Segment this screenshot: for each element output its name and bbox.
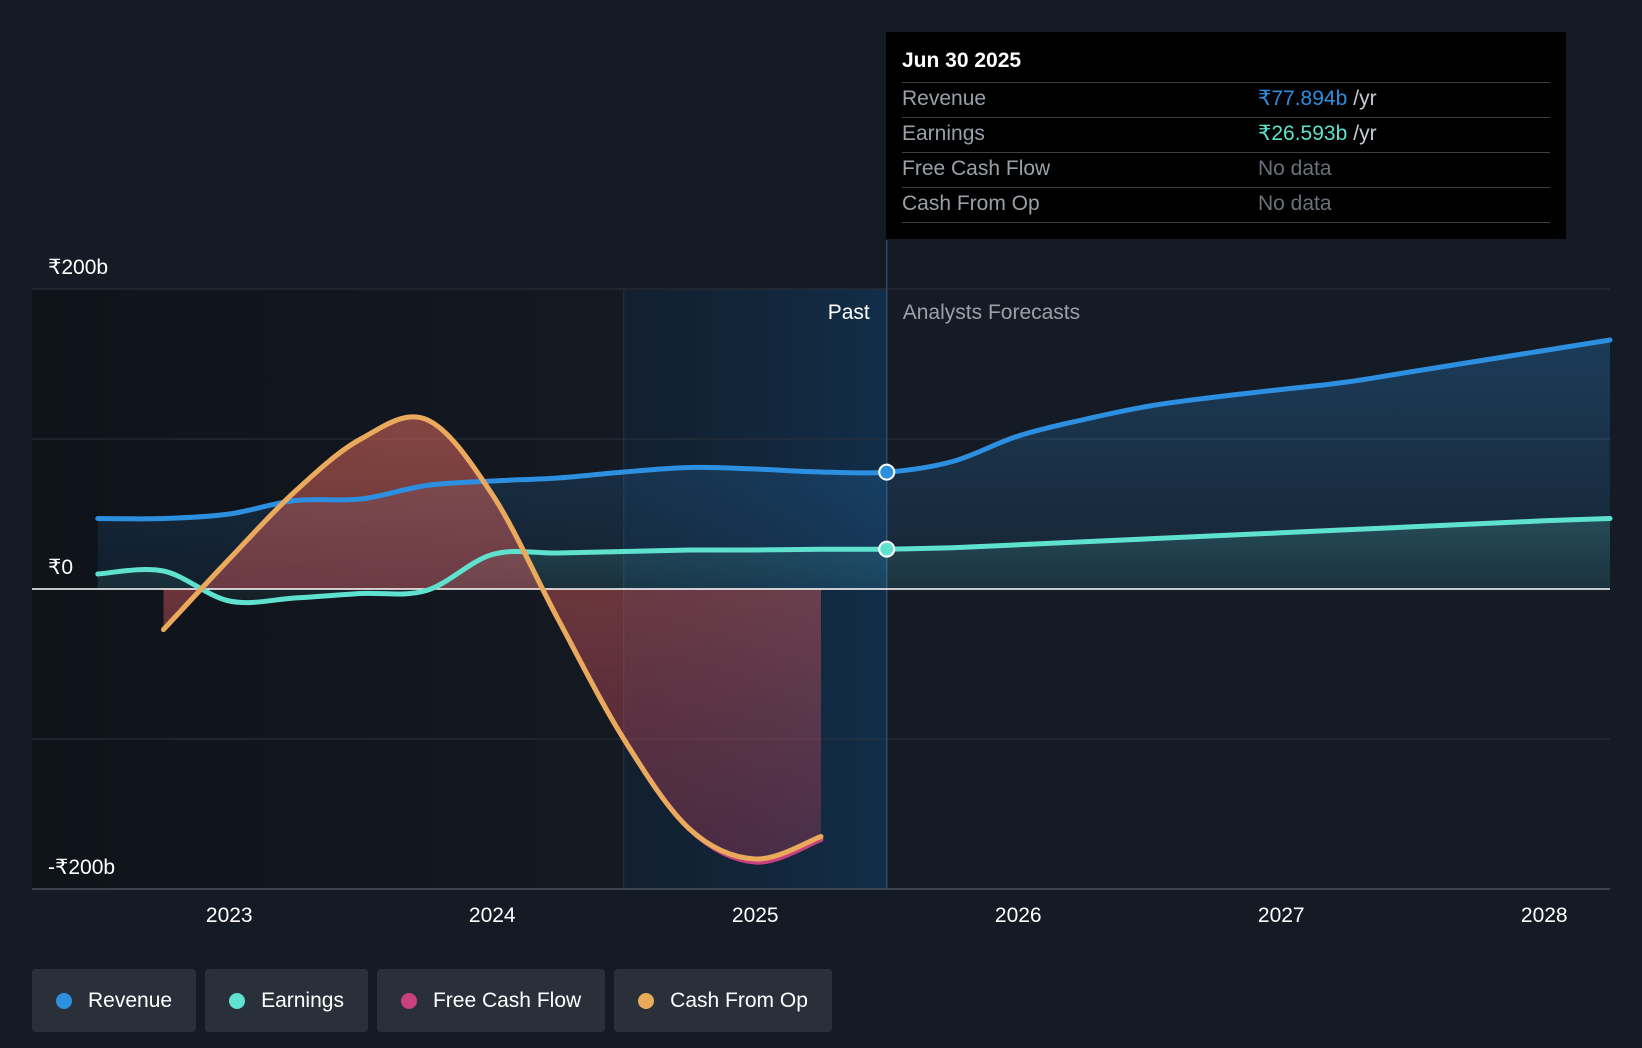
earnings-line: [95, 516, 1613, 606]
tooltip-row-value: No data: [1258, 157, 1332, 180]
x-tick-label: 2028: [1521, 904, 1568, 927]
legend-label: Revenue: [88, 988, 173, 1012]
tooltip-row-value: No data: [1258, 192, 1332, 215]
tooltip-row-label: Free Cash Flow: [902, 157, 1051, 180]
tooltip-row-label: Cash From Op: [902, 192, 1040, 215]
legend-item-earnings[interactable]: Earnings: [205, 969, 368, 1032]
tooltip-row: Free Cash Flow No data: [902, 152, 1550, 187]
x-tick-label: 2024: [469, 904, 516, 927]
past-label: Past: [828, 301, 870, 324]
tooltip-date: Jun 30 2025: [902, 49, 1022, 72]
cash-from-op-line: [161, 414, 824, 862]
tooltip-row: Earnings ₹26.593b/yr: [902, 117, 1550, 152]
legend-label: Free Cash Flow: [432, 988, 582, 1012]
revenue-marker: [878, 463, 896, 481]
legend-dot-icon: [400, 992, 417, 1009]
cash-from-op-area: [163, 416, 821, 860]
x-tick-label: 2027: [1258, 904, 1305, 927]
legend-label: Earnings: [261, 988, 344, 1012]
legend-item-cash-from-op[interactable]: Cash From Op: [614, 969, 832, 1032]
tooltip: Jun 30 2025 Revenue ₹77.894b/yr Earnings ₹2…: [886, 32, 1566, 239]
tooltip-row-label: Earnings: [902, 122, 985, 145]
y-tick-label: ₹200b: [48, 256, 108, 279]
legend-item-revenue[interactable]: Revenue: [32, 969, 197, 1032]
tooltip-row-value: ₹26.593b: [1258, 122, 1348, 145]
tooltip-row-unit: /yr: [1353, 87, 1377, 110]
y-tick-label: -₹200b: [48, 856, 115, 879]
tooltip-row: Cash From Op No data: [902, 187, 1550, 223]
tooltip-row-label: Revenue: [902, 87, 987, 110]
legend-dot-icon: [56, 992, 72, 1009]
forecast-label: Analysts Forecasts: [903, 301, 1080, 324]
x-tick-label: 2023: [206, 904, 253, 927]
legend: Revenue Earnings Free Cash Flow Cash From O…: [32, 969, 832, 1032]
x-tick-label: 2026: [995, 904, 1042, 927]
revenue-line: [95, 337, 1613, 522]
x-tick-label: 2025: [732, 904, 779, 927]
tooltip-row-unit: /yr: [1353, 122, 1377, 145]
tooltip-row: Revenue ₹77.894b/yr: [902, 82, 1550, 117]
y-tick-label: ₹0: [48, 556, 73, 579]
legend-label: Cash From Op: [670, 988, 808, 1012]
legend-dot-icon: [229, 992, 246, 1009]
chart: ₹200b ₹0 -₹200b 2023 2024 2025 2026 2027 2028 Pas…: [32, 240, 1613, 927]
tooltip-row-value: ₹77.894b: [1258, 87, 1348, 110]
legend-item-free-cash-flow[interactable]: Free Cash Flow: [376, 969, 606, 1032]
earnings-marker: [878, 540, 896, 558]
legend-dot-icon: [638, 992, 655, 1009]
